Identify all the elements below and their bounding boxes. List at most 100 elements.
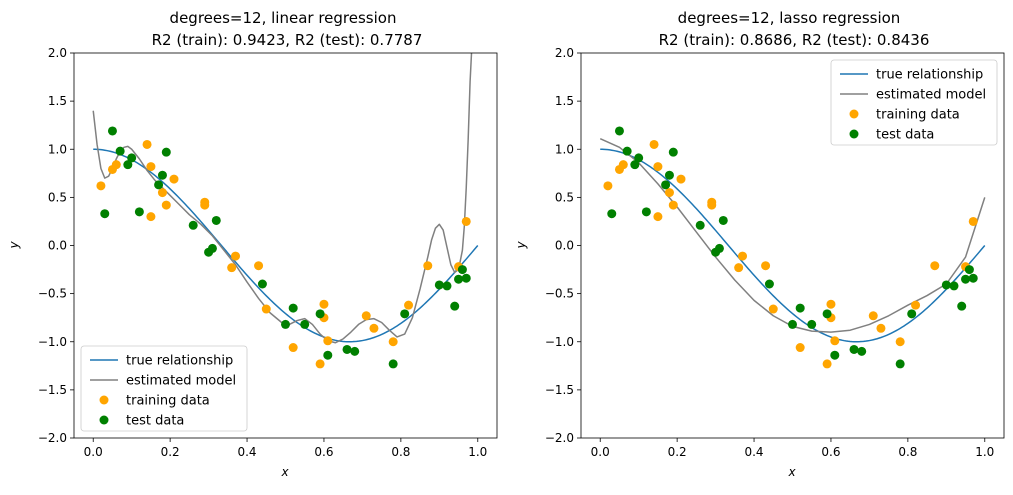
right-chart-title-line1: degrees=12, lasso regression [678,9,901,27]
right-training-point [968,216,978,226]
left-test-point [388,359,398,369]
right-training-point [930,261,940,271]
left-estimated-model-line [92,53,473,344]
right-training-point [826,299,836,309]
right-y-tick-label: −1.5 [545,383,574,397]
left-test-point [161,147,171,157]
left-chart-x-axis-label: x [280,465,289,479]
left-training-point [404,300,414,310]
left-test-point [157,170,167,180]
right-chart-title-line2: R2 (train): 0.8686, R2 (test): 0.8436 [659,31,930,49]
left-training-point [361,311,371,321]
right-training-point [868,311,878,321]
left-y-tick-label: −2.0 [38,431,67,445]
right-test-point [895,359,905,369]
left-training-point [319,299,329,309]
left-test-point [107,126,117,136]
left-training-point [169,174,179,184]
right-y-tick-label: 0.5 [555,190,574,204]
left-training-point [227,263,237,273]
right-training-point [653,162,663,172]
left-test-point [211,215,221,225]
left-training-point [96,181,106,191]
left-legend: true relationship estimated model training… [80,345,248,432]
right-test-point [641,207,651,217]
right-chart-x-axis-label: x [787,465,796,479]
right-legend-box [830,59,998,146]
left-chart-title-line1: degrees=12, linear regression [170,9,397,27]
left-training-point [261,304,271,314]
right-training-point [876,323,886,333]
right-test-point [664,170,674,180]
left-training-point [323,336,333,346]
left-legend-estimated-model-label: estimated model [126,374,236,389]
right-legend-test-data-swatch [849,129,859,139]
left-training-point [146,212,156,222]
right-test-point [857,346,867,356]
right-x-tick-label: 0.4 [744,445,763,459]
right-plot-area [599,126,986,369]
right-y-tick-label: −1.0 [545,335,574,349]
left-test-point [207,243,217,253]
right-training-point [895,337,905,347]
right-legend: true relationship estimated model training… [830,59,998,146]
left-training-point [161,200,171,210]
right-test-point [807,319,817,329]
right-test-point [668,147,678,157]
left-training-point [200,200,210,210]
left-legend-true-relationship-label: true relationship [126,354,233,369]
right-training-point [676,174,686,184]
right-test-point [622,146,632,156]
right-test-point [714,243,724,253]
right-x-tick-label: 0.2 [668,445,687,459]
right-y-tick-label: 1.5 [555,94,574,108]
right-test-point [830,350,840,360]
left-chart-y-axis-label: y [7,241,21,250]
left-x-tick-label: 0.6 [314,445,333,459]
right-axes-frame [580,52,1005,439]
left-y-tick-label: 0.0 [48,239,67,253]
right-training-point [822,359,832,369]
left-y-tick-label: −1.5 [38,383,67,397]
left-legend-box [80,345,248,432]
left-training-point [369,323,379,333]
left-y-tick-label: 1.0 [48,142,67,156]
right-test-point [949,281,959,291]
right-test-point [964,265,974,275]
right-training-point [649,139,659,149]
right-chart-panel: degrees=12, lasso regression R2 (train):… [514,9,1005,479]
left-y-tick-label: −1.0 [38,335,67,349]
right-training-point [911,300,921,310]
right-x-tick-label: 0.0 [591,445,610,459]
right-test-point [795,303,805,313]
right-test-point [957,301,967,311]
left-test-point [442,281,452,291]
right-test-point [788,319,797,329]
left-test-point [123,160,133,170]
left-training-point [288,343,298,353]
left-test-point [454,274,464,284]
right-y-tick-label: −0.5 [545,287,574,301]
right-training-point [738,251,748,261]
left-training-point [157,188,167,198]
left-test-point [154,180,164,190]
right-y-tick-label: −2.0 [545,431,574,445]
right-true-relationship-line [600,148,986,343]
left-test-point [257,279,267,289]
right-training-point [653,212,663,222]
left-training-point [231,251,241,261]
left-training-point [388,337,398,347]
left-y-tick-label: 0.5 [48,190,67,204]
right-training-point [734,263,744,273]
left-test-point [323,350,333,360]
right-test-point [822,309,832,319]
right-test-point [607,209,617,219]
left-training-point [146,162,156,172]
left-legend-training-data-swatch [99,395,109,405]
left-y-tick-label: 1.5 [48,94,67,108]
left-true-relationship-line [93,148,479,343]
left-training-point [254,261,264,271]
right-test-point [941,280,951,290]
left-training-point [315,359,325,369]
right-test-point [634,153,644,163]
